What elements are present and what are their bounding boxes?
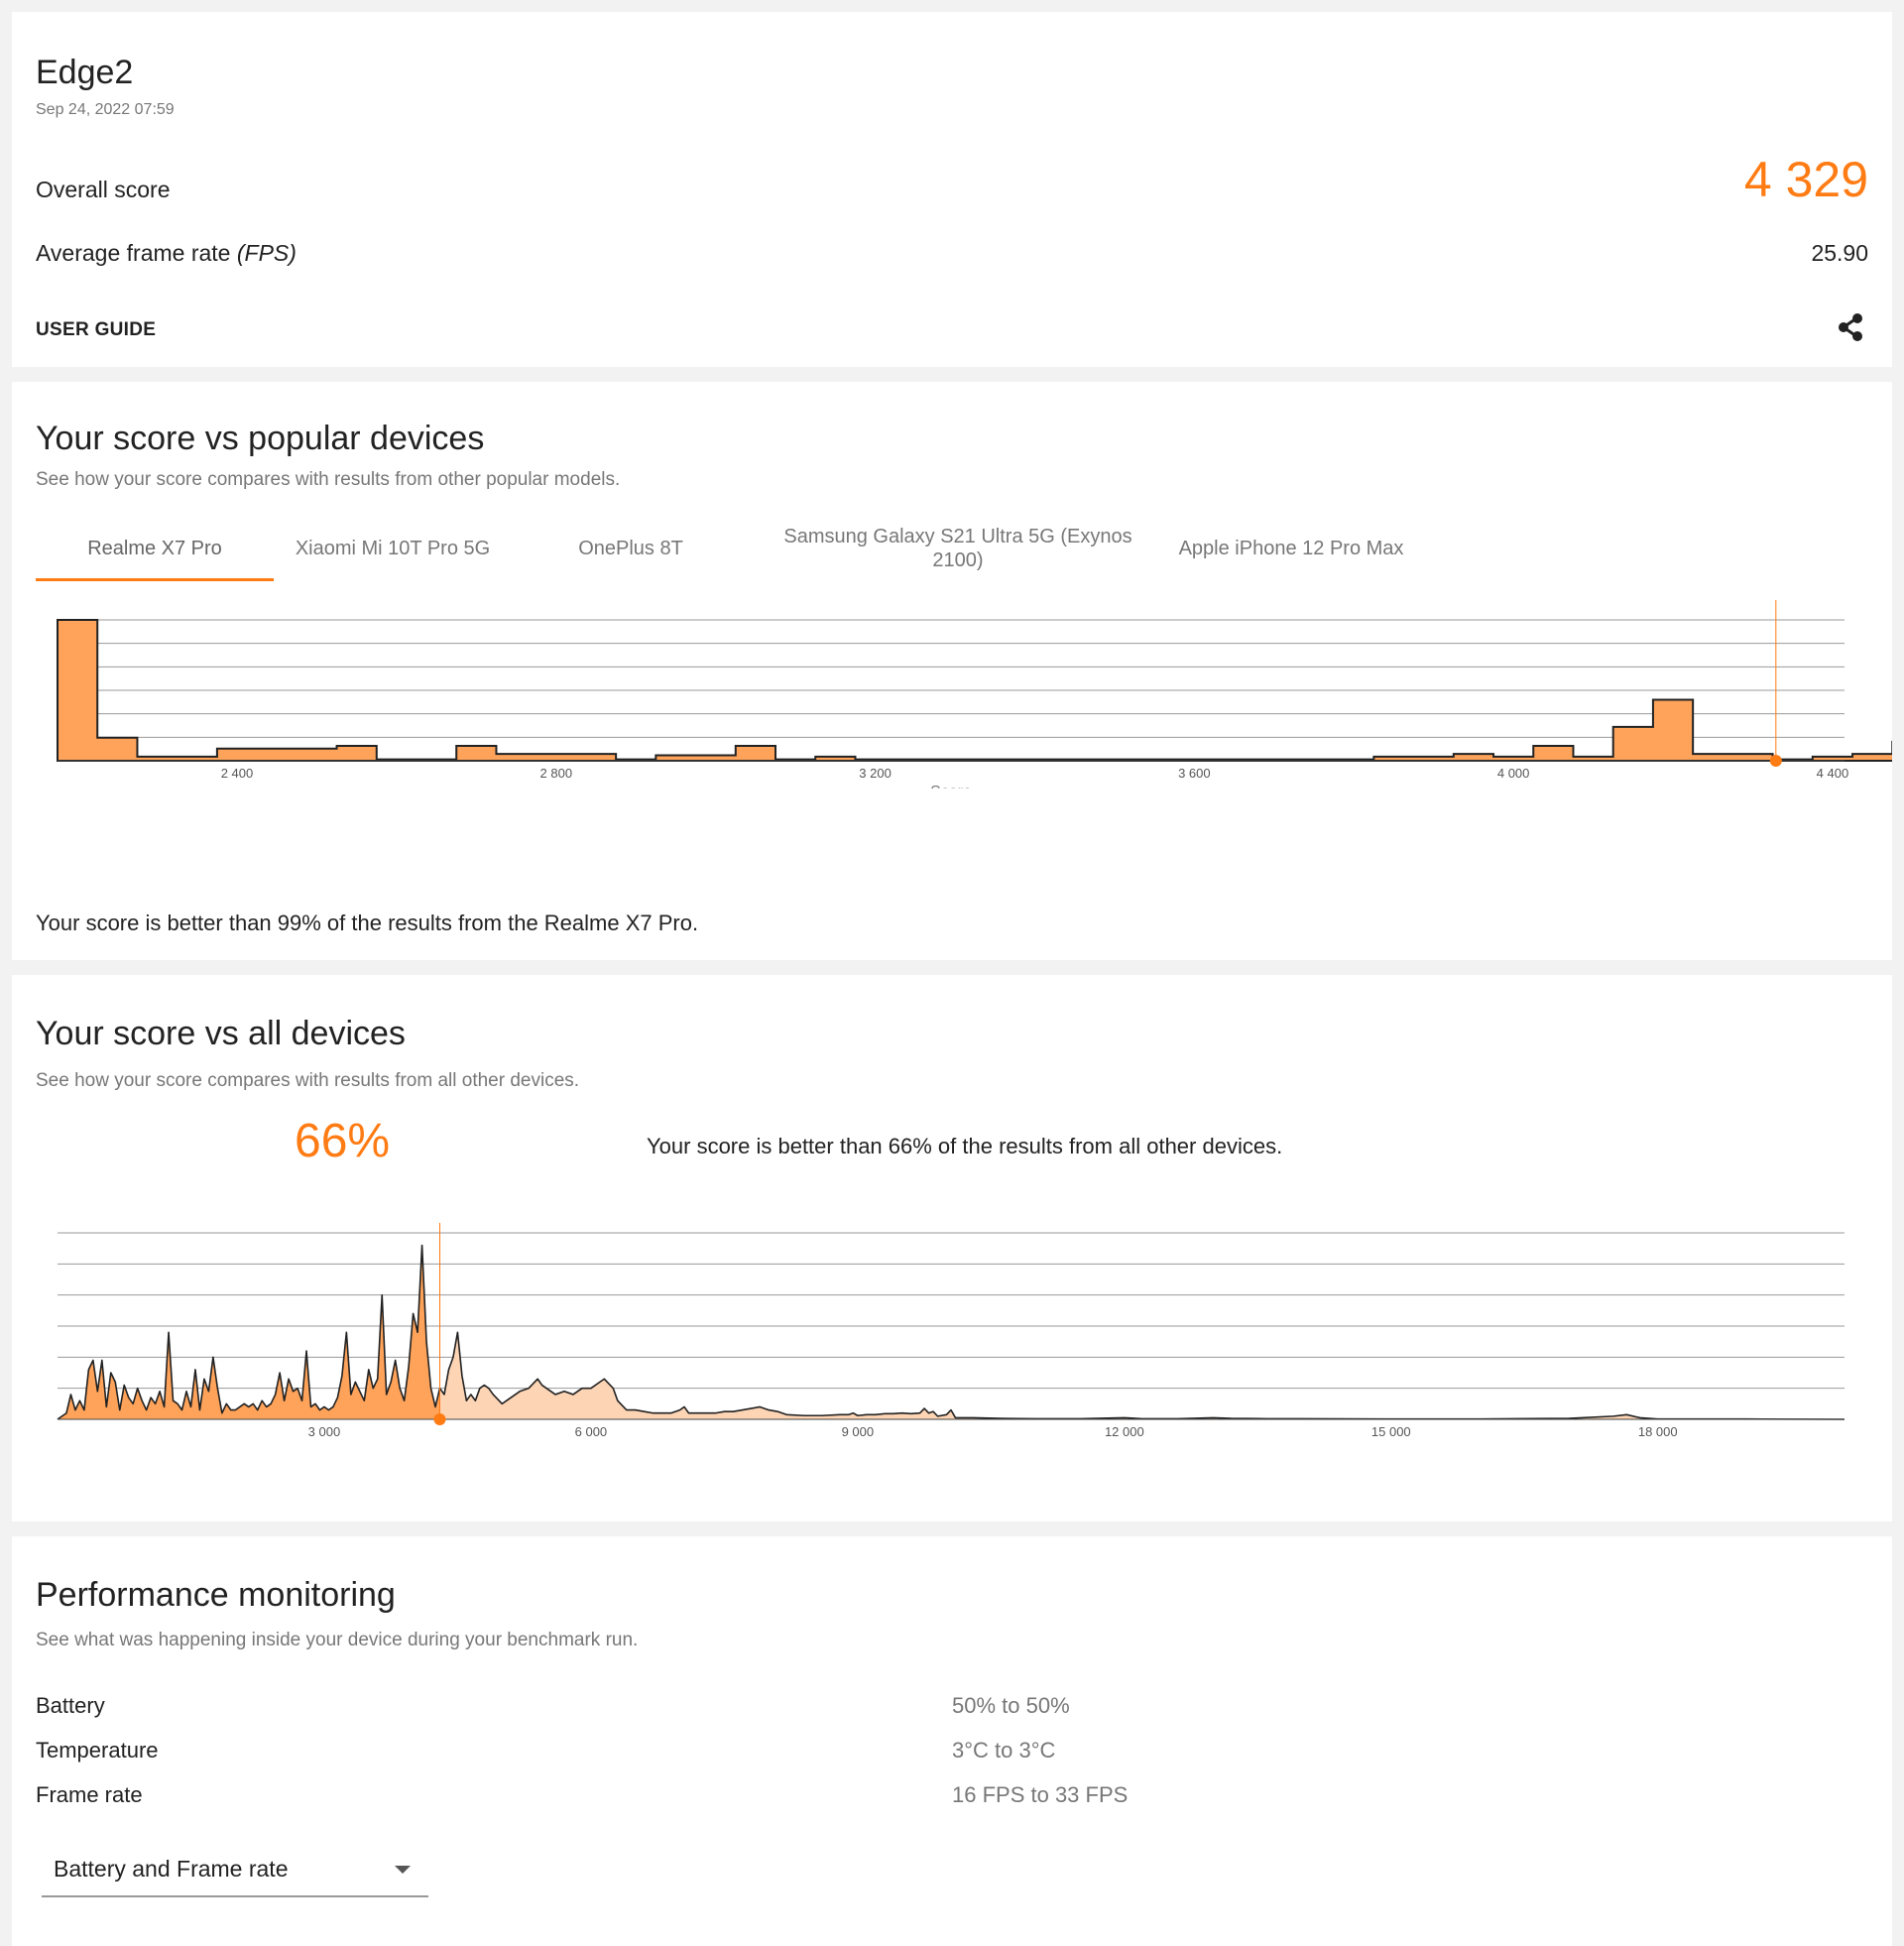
all-devices-distribution: 3 000 6 000 9 000 12 000 15 000 18 000 Score	[57, 1223, 1845, 1446]
tab-xiaomi-mi-10t-pro-5g[interactable]: Xiaomi Mi 10T Pro 5G	[295, 538, 491, 559]
x-tick-label: 15 000	[1371, 1424, 1411, 1439]
popular-better-text: Your score is better than 99% of the res…	[36, 911, 699, 935]
temperature-label: Temperature	[36, 1738, 159, 1763]
x-axis-title: Score	[930, 784, 972, 789]
x-axis-title: Score	[930, 1444, 972, 1446]
x-tick-label: 6 000	[575, 1424, 608, 1439]
battery-value: 50% to 50%	[952, 1693, 1070, 1718]
distribution-area-below	[58, 1245, 440, 1419]
test-date: Sep 24, 2022 07:59	[36, 101, 175, 118]
x-tick-label: 3 600	[1178, 766, 1211, 781]
popular-devices-card: Your score vs popular devices See how yo…	[12, 382, 1892, 960]
x-tick-label: 18 000	[1638, 1424, 1678, 1439]
popular-section-title: Your score vs popular devices	[36, 420, 485, 457]
all-section-subtitle: See how your score compares with results…	[36, 1070, 580, 1091]
x-tick-label: 4 000	[1497, 766, 1530, 781]
performance-subtitle: See what was happening inside your devic…	[36, 1630, 639, 1650]
overall-score-label: Overall score	[36, 177, 171, 202]
distribution-outline	[57, 1244, 1845, 1420]
fps-unit: (FPS)	[236, 240, 297, 266]
your-score-marker	[433, 1413, 446, 1425]
all-better-text: Your score is better than 66% of the res…	[647, 1134, 1283, 1158]
frame-rate-label: Frame rate	[36, 1782, 143, 1807]
chevron-down-icon	[395, 1866, 411, 1874]
fps-label-text: Average frame rate	[36, 240, 231, 266]
overall-score-value: 4 329	[1743, 152, 1868, 207]
temperature-value: 3°C to 3°C	[952, 1738, 1056, 1763]
tab-samsung-galaxy-s21-ultra[interactable]: Samsung Galaxy S21 Ultra 5G (Exynos 2100…	[783, 526, 1132, 571]
histogram-area	[57, 619, 1892, 762]
percentile-value: 66%	[295, 1115, 391, 1167]
share-icon[interactable]	[1835, 311, 1866, 343]
chart-type-select-value: Battery and Frame rate	[54, 1856, 289, 1882]
popular-devices-histogram: 2 400 2 800 3 200 3 600 4 000 4 400 Score	[57, 600, 1892, 789]
fps-label: Average frame rate (FPS)	[36, 240, 297, 267]
user-guide-link[interactable]: USER GUIDE	[36, 319, 157, 340]
x-tick-label: 9 000	[842, 1424, 875, 1439]
device-title: Edge2	[36, 54, 134, 91]
x-tick-label: 2 400	[221, 766, 254, 781]
distribution-area-above	[58, 1245, 1844, 1419]
chart-type-select[interactable]: Battery and Frame rate	[42, 1846, 428, 1897]
x-tick-label: 12 000	[1105, 1424, 1144, 1439]
tab-apple-iphone-12-pro-max[interactable]: Apple iPhone 12 Pro Max	[1178, 538, 1404, 559]
x-tick-label: 3 000	[308, 1424, 341, 1439]
tab-realme-x7-pro[interactable]: Realme X7 Pro	[36, 537, 274, 581]
x-tick-label: 2 800	[540, 766, 573, 781]
fps-value: 25.90	[1811, 240, 1868, 266]
your-score-marker	[1769, 755, 1782, 767]
battery-label: Battery	[36, 1693, 105, 1718]
x-tick-label: 4 400	[1817, 766, 1849, 781]
performance-card: Performance monitoring See what was happ…	[12, 1536, 1892, 1946]
x-tick-label: 3 200	[859, 766, 892, 781]
result-header-card: Edge2 Sep 24, 2022 07:59 Overall score 4…	[12, 12, 1892, 367]
all-section-title: Your score vs all devices	[36, 1015, 406, 1052]
all-devices-card: Your score vs all devices See how your s…	[12, 975, 1892, 1521]
tab-oneplus-8t[interactable]: OnePlus 8T	[578, 538, 683, 559]
popular-section-subtitle: See how your score compares with results…	[36, 469, 621, 490]
performance-title: Performance monitoring	[36, 1576, 396, 1614]
frame-rate-value: 16 FPS to 33 FPS	[952, 1782, 1129, 1807]
